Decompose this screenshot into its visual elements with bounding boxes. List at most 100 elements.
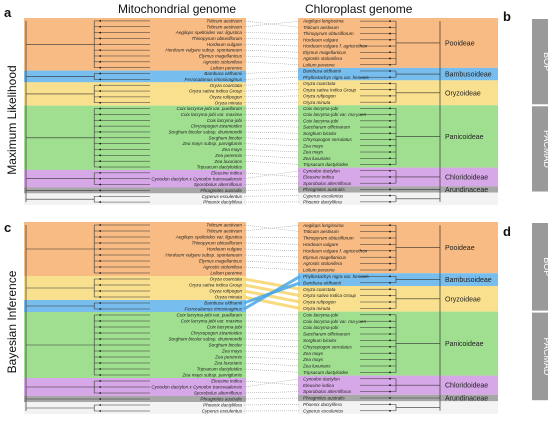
bottom-group-label-bop: BOP [542,257,550,276]
bottom-left-species-label: Oryza rufipogon [209,289,242,294]
bottom-right-species-label: Phoenix dactylifera [303,402,342,407]
bottom-right-species-label: Tripsacum dactyloides [303,370,349,375]
bottom-left-node-dot-7 [99,266,102,268]
bottom-left-node-dot-12 [99,296,102,298]
top-right-node-dot-27 [389,188,391,191]
bottom-right-species-label: Zea mays [302,351,324,356]
bottom-left-node-dot-13 [99,302,102,304]
bottom-left-species-label: Oryza coarctata [210,277,243,282]
bottom-right-node-dot-27 [389,397,391,399]
method-ml: Maximum Likelihood [5,65,19,174]
top-left-node-dot-12 [99,90,102,92]
bottom-link-30 [243,404,301,406]
bottom-left-species-label: Coix lacryma-jobi [207,325,243,330]
bottom-right-node-dot-7 [389,269,391,271]
panel-letter-b: b [503,9,511,24]
top-link-14 [243,101,301,103]
top-right-species-label: Eleusine indica [303,175,334,180]
top-right-node-dot-21 [389,151,391,153]
top-right-species-label: Cyperus esculentus [303,193,344,198]
bottom-left-species-label: Sporobolus alterniflorus [194,391,243,396]
subfamily-labels: Pooideae Bambusoideae Oryzoideae Panicoidea… [445,40,492,402]
top-left-species-label: Zea luxurians [213,159,242,164]
top-left-species-label: Sorghum bicolor [209,135,243,140]
bottom-left-node-dot-19 [99,338,102,340]
top-left-node-dot-28 [99,183,102,186]
top-left-node-dot-9 [99,72,102,75]
bottom-left-band-bambusoideae [24,300,246,312]
top-left-node-dot-16 [99,113,102,116]
bottom-right-species-label: Eleusine indica [303,383,334,388]
top-left-species-label: Oryza rufipogon [209,94,242,99]
top-left-species-label: Triticum aestivum [206,24,242,29]
bottom-right-species-label: Cyperus esculentus [303,408,344,413]
top-left-node-dot-17 [99,119,102,122]
top-right-species-label: Aegilops longissima [302,19,344,24]
bottom-left-node-dot-23 [99,362,102,364]
top-right-node-dot-13 [389,101,391,104]
top-left-species-label: Lolium perenne [210,65,242,70]
top-right-species-label: Phoenix dactylifera [303,199,342,204]
top-left-node-dot-21 [99,142,102,145]
top-left-node-dot-2 [99,31,102,34]
top-left-species-label: Agrostis stolonifera [202,59,243,64]
bottom-right-node-dot-17 [389,333,391,335]
top-link-17 [243,120,301,122]
top-link-21 [243,143,301,146]
bottom-right-species-label: Hordeum vulgare f. agriocrithon [303,248,368,253]
bottom-left-species-label: Ferrocalamus rimosivaginus [185,307,243,312]
top-right-species-label: Zea mays [302,150,324,155]
method-bi: Bayesian Inference [5,270,19,373]
bottom-link-11 [243,289,301,304]
top-right-species-label: Tripsacum dactyloides [303,162,349,167]
top-left-node-dot-6 [99,55,102,57]
bottom-left-species-label: Triticum aestivum [206,229,242,234]
bottom-left-species-label: Coix lacryma-jobi var. maxima [181,319,243,324]
top-left-node-dot-14 [99,101,102,104]
bottom-left-node-dot-24 [99,368,102,370]
bottom-group-bar-pacmad [532,312,548,401]
bottom-left-species-label: Cyperus esculentus [202,409,243,414]
top-right-species-label: Sorghum bicolor [303,131,337,136]
bottom-right-node-dot-5 [389,256,391,259]
top-left-species-label: Zea mays subsp. parviglumis [182,141,243,146]
bottom-right-node-dot-21 [389,358,391,361]
top-link-23 [243,155,301,159]
bottom-left-species-label: Eleusine indica [211,379,242,384]
top-left-species-label: Hordeum vulgare [207,42,243,47]
bottom-left-species-label: Zea mays [221,349,243,354]
bottom-right-species-label: Sorghum bicolor [303,338,337,343]
top-left-node-dot-7 [99,60,102,63]
bottom-right-species-label: Oryza rufipogon [303,300,336,305]
bottom-right-node-dot-24 [389,377,391,380]
bottom-left-species-label: Oryza sativa Indica Group [189,283,243,288]
bottom-right-species-label: Zea mays [302,357,324,362]
top-right-node-dot-14 [389,107,391,110]
top-right-species-label: Hordeum vulgare [303,37,339,42]
top-left-node-dot-4 [99,43,102,46]
bottom-left-node-dot-17 [99,326,102,328]
top-left-node-dot-26 [99,171,102,174]
bottom-right-node-dot-9 [389,281,391,284]
bottom-left-species-label: Agrostis stolonifera [202,265,243,270]
top-left-band-out [24,193,246,205]
bottom-right-node-dot-16 [389,326,391,329]
top-right-species-label: Zea luxurians [302,156,331,161]
top-right-species-label: Hordeum vulgare f. agriocrithon [303,44,368,49]
bottom-link-24 [243,368,301,373]
bottom-right-species-label: Coix lacryma-jobi [303,325,339,330]
top-left-species-label: Cyperus esculentus [202,194,243,199]
bottom-left-species-label: Phragmites australis [200,397,242,402]
top-right-species-label: Coix lacryma-jobi var. ma-yuen [303,112,367,117]
bottom-right-node-dot-8 [389,275,391,278]
bottom-left-species-label: Lolium perenne [210,271,242,276]
bottom-left-species-label: Sorghum bicolor [209,343,243,348]
top-left-species-label: Aegilops speltoides var. ligustica [175,30,243,35]
bottom-left-node-dot-15 [99,314,102,316]
top-right-node-dot-0 [389,20,391,23]
top-left-node-dot-18 [99,125,102,128]
bottom-right-node-dot-25 [389,384,391,387]
top-left-species-label: Coix lacryma-jobi [207,118,243,123]
